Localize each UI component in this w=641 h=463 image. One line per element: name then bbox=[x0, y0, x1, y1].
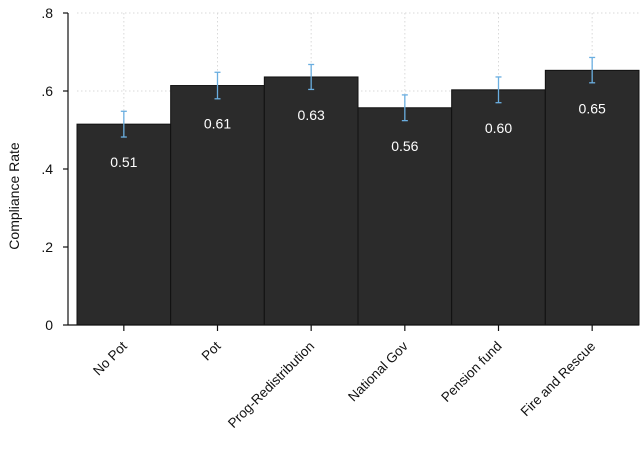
data-label-4: 0.60 bbox=[485, 120, 512, 136]
bar-2 bbox=[263, 76, 359, 326]
y-tick-label-0: 0 bbox=[45, 317, 53, 333]
data-label-2: 0.63 bbox=[298, 107, 325, 123]
x-tick-label-3: National Gov bbox=[345, 338, 411, 404]
y-axis-label: Compliance Rate bbox=[6, 142, 22, 250]
data-label-0: 0.51 bbox=[110, 154, 137, 170]
y-tick-label-4: .8 bbox=[41, 5, 53, 21]
x-tick-label-0: No Pot bbox=[90, 338, 130, 378]
data-labels: 0.51 0.61 0.63 0.56 0.60 0.65 bbox=[110, 100, 606, 170]
bar-1 bbox=[170, 85, 265, 326]
x-tick-label-2: Prog-Redistribution bbox=[225, 339, 317, 431]
y-tick-label-2: .4 bbox=[41, 161, 53, 177]
bar-5 bbox=[544, 69, 640, 326]
x-tick-label-4: Pension fund bbox=[438, 339, 504, 405]
data-label-1: 0.61 bbox=[204, 116, 231, 132]
y-tick-label-3: .6 bbox=[41, 83, 53, 99]
bar-3 bbox=[357, 107, 453, 326]
error-bars bbox=[120, 56, 596, 138]
x-tick-label-1: Pot bbox=[199, 338, 224, 363]
data-label-5: 0.65 bbox=[579, 100, 606, 116]
y-tick-label-1: .2 bbox=[41, 239, 53, 255]
x-tick-label-5: Fire and Rescue bbox=[518, 339, 599, 420]
data-label-3: 0.56 bbox=[391, 138, 418, 154]
bars bbox=[76, 69, 640, 326]
